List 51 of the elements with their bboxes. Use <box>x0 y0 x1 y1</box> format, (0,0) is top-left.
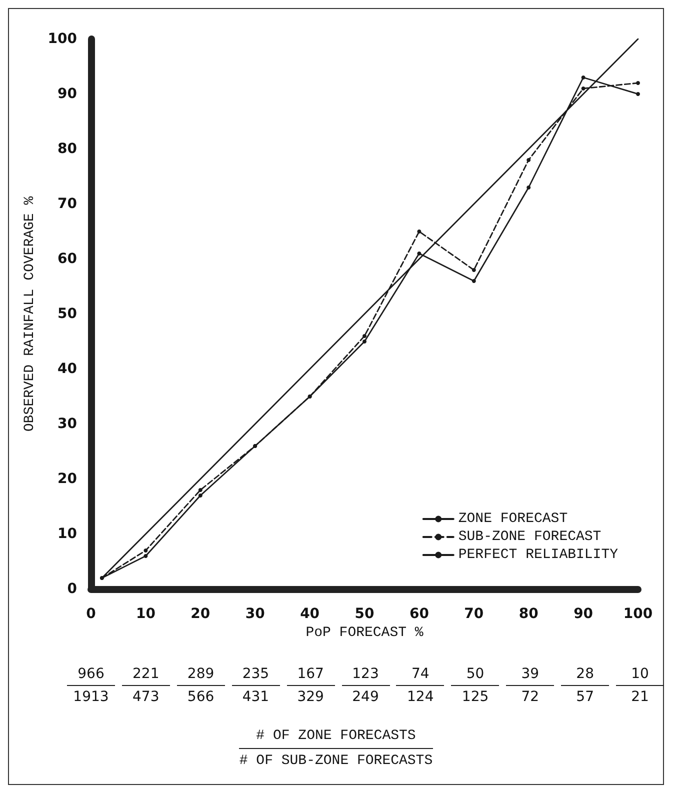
x-tick-label: 20 <box>190 606 210 622</box>
text: 235 <box>232 666 280 686</box>
text: 431 <box>241 688 270 705</box>
text: 966 <box>67 666 115 686</box>
text: 1913 <box>72 688 110 705</box>
text: 124 <box>406 688 435 705</box>
x-tick-label: 60 <box>409 606 430 622</box>
x-tick-label: 0 <box>86 606 96 622</box>
text: # OF ZONE FORECASTS <box>239 728 433 749</box>
text: 50 <box>451 666 500 686</box>
y-tick-label: 100 <box>48 31 78 47</box>
text: 123 <box>342 666 390 686</box>
y-tick-label: 70 <box>58 196 78 212</box>
x-tick-label: 90 <box>574 606 594 622</box>
x-tick-label: 100 <box>623 606 653 622</box>
x-tick-label: 70 <box>464 606 484 622</box>
x-tick-label: 10 <box>136 606 156 622</box>
x-tick-label: 40 <box>300 606 320 622</box>
x-axis-title: PoP FORECAST % <box>306 624 424 641</box>
y-tick-label: 10 <box>58 526 78 542</box>
text: 57 <box>575 688 595 705</box>
y-tick-label: 90 <box>58 86 78 102</box>
text: # OF SUB-ZONE FORECASTS <box>239 752 433 769</box>
y-tick-label: 80 <box>58 141 78 157</box>
text: 221 <box>122 666 170 686</box>
text: 473 <box>132 688 160 705</box>
x-tick-label: 30 <box>245 606 266 622</box>
text: 39 <box>506 666 554 686</box>
text: 566 <box>186 688 216 705</box>
text: 249 <box>351 688 380 705</box>
y-tick-label: 50 <box>58 306 78 322</box>
text: 74 <box>396 666 444 686</box>
text: 167 <box>286 666 335 686</box>
y-axis-title: OBSERVED RAINFALL COVERAGE % <box>22 196 38 432</box>
text: 125 <box>460 688 490 705</box>
text: 72 <box>520 688 540 705</box>
y-tick-label: 60 <box>58 251 78 267</box>
legend-label: SUB-ZONE FORECAST <box>458 529 602 545</box>
y-tick-label: 30 <box>58 416 78 432</box>
text: 329 <box>296 688 325 705</box>
text: 28 <box>561 666 610 686</box>
y-tick-label: 20 <box>58 471 78 487</box>
text: 289 <box>176 666 225 686</box>
text: 10 <box>616 666 664 686</box>
legend-label: ZONE FORECAST <box>458 511 568 527</box>
x-tick-label: 80 <box>518 606 539 622</box>
text: 21 <box>630 688 650 705</box>
x-tick-label: 50 <box>354 606 374 622</box>
y-tick-label: 0 <box>67 581 78 597</box>
y-tick-label: 40 <box>58 361 78 377</box>
legend-label: PERFECT RELIABILITY <box>458 547 619 563</box>
